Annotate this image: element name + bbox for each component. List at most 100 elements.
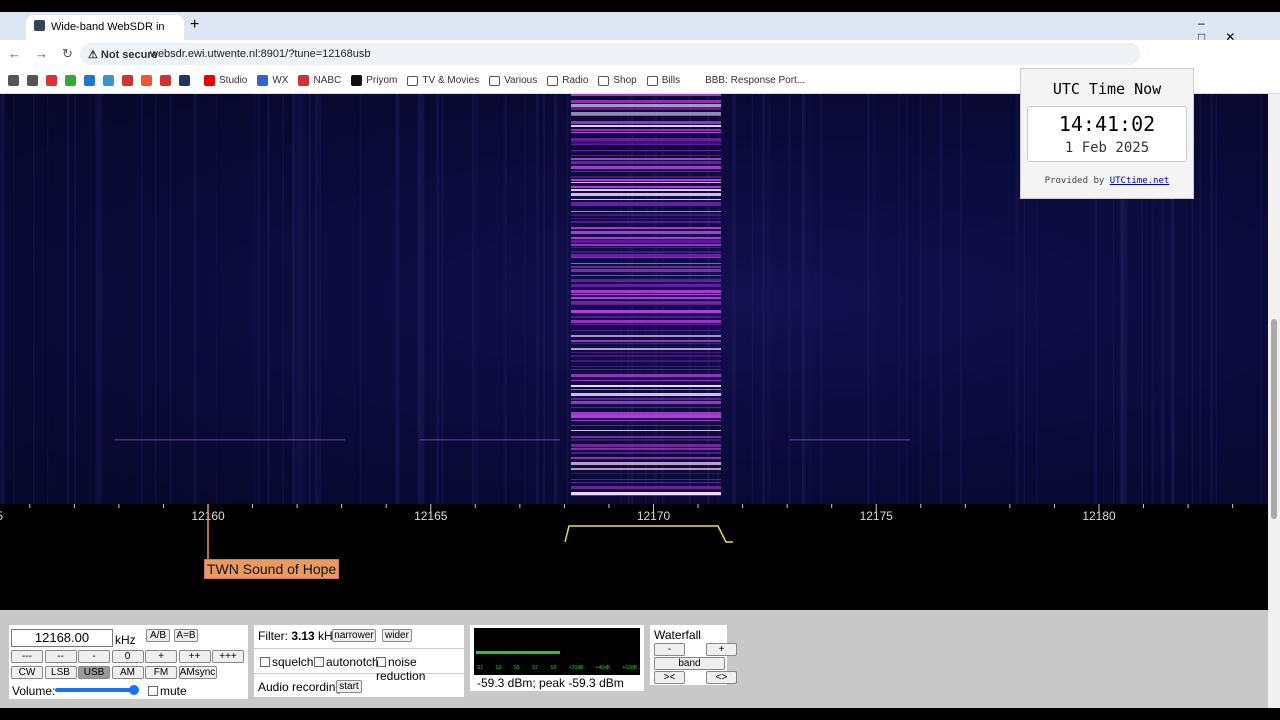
waterfall-canvas: [0, 94, 1262, 504]
bookmark[interactable]: Radio: [547, 75, 588, 86]
bookmark-icons: [8, 75, 198, 86]
bookmark[interactable]: NABC: [298, 75, 341, 86]
bookmark-icon[interactable]: [65, 75, 76, 86]
filter-option[interactable]: autonotch: [314, 655, 379, 669]
zoom-button[interactable]: +: [706, 643, 737, 656]
noise-streak: [1035, 94, 1038, 504]
bookmark[interactable]: Bills: [646, 75, 680, 86]
signal-trace: [571, 132, 721, 133]
mode-button[interactable]: AM: [111, 666, 144, 679]
nav-buttons[interactable]: ←→↻: [8, 46, 87, 61]
mode-button[interactable]: AMsync: [178, 666, 217, 679]
bookmark-label: Radio: [562, 75, 589, 86]
signal-trace: [571, 348, 721, 350]
bookmark-icon: [646, 75, 658, 86]
volume-slider[interactable]: [55, 685, 139, 695]
smeter-scale-label: S9: [550, 665, 557, 671]
step-button[interactable]: ---: [11, 650, 43, 663]
bookmark[interactable]: Shop: [598, 75, 637, 86]
signal-trace: [571, 316, 721, 318]
bookmark-icon[interactable]: [179, 75, 190, 86]
bookmark[interactable]: WX: [257, 75, 288, 86]
mode-button[interactable]: FM: [145, 666, 177, 679]
bookmark[interactable]: BBB: Response Port...: [690, 75, 805, 86]
smeter-scale-label: S5: [513, 665, 520, 671]
bookmark-icon[interactable]: [141, 75, 152, 86]
signal-trace: [571, 495, 721, 496]
bookmark-icon[interactable]: [103, 75, 114, 86]
step-button[interactable]: +++: [212, 650, 244, 663]
start-button[interactable]: start: [336, 680, 362, 693]
omnibox[interactable]: [80, 43, 1140, 65]
frequency-scale[interactable]: 51216012165121701217512180 TWN Sound of …: [0, 504, 1278, 610]
noise-streak: [257, 94, 261, 504]
zoom-button[interactable]: <>: [706, 671, 737, 684]
step-button[interactable]: 0: [111, 650, 144, 663]
ab-button[interactable]: A=B: [174, 629, 198, 642]
bookmark-icon[interactable]: [8, 75, 19, 86]
bookmark-icon[interactable]: [84, 75, 95, 86]
signal-trace: [571, 176, 721, 178]
signal-trace: [571, 94, 721, 96]
zoom-button[interactable]: -: [654, 643, 685, 656]
filter-button[interactable]: narrower: [332, 629, 376, 642]
bookmark-icon[interactable]: [160, 75, 171, 86]
credit-text: Provided by: [1044, 176, 1105, 186]
signal-trace: [571, 193, 721, 196]
bookmark-icon[interactable]: [46, 75, 57, 86]
step-button[interactable]: +: [145, 650, 177, 663]
bookmark-icon: [204, 75, 215, 86]
mode-button[interactable]: CW: [11, 666, 43, 679]
signal-trace: [571, 407, 721, 408]
bookmark-icon[interactable]: [122, 75, 133, 86]
bookmark[interactable]: Studio: [204, 75, 247, 86]
signal-trace: [571, 369, 721, 370]
filter-option[interactable]: squelch: [260, 655, 313, 669]
credit-link[interactable]: UTCtime.net: [1109, 176, 1170, 186]
signal-trace: [571, 430, 721, 431]
signal-trace: [571, 150, 721, 151]
scrollbar[interactable]: [1268, 94, 1280, 708]
bookmark-icon: [489, 75, 501, 86]
security-chip[interactable]: ⚠ Not secure: [88, 49, 158, 61]
tuning-box: 12168.00 kHz Volume: mute A/B A=B --- -- -0 +…: [9, 625, 248, 699]
step-button[interactable]: ++: [178, 650, 211, 663]
tab[interactable]: Wide-band WebSDR in Ens✕: [26, 15, 184, 58]
filter-button[interactable]: wider: [382, 629, 412, 642]
bookmark-label: Studio: [219, 75, 248, 86]
mode-button[interactable]: LSB: [44, 666, 77, 679]
signal-trace: [571, 205, 721, 206]
bookmark-icon[interactable]: [27, 75, 38, 86]
station-label[interactable]: TWN Sound of Hope: [204, 559, 340, 579]
signal-trace: [571, 436, 721, 438]
noise-streak: [137, 94, 139, 504]
url[interactable]: websdr.ewi.utwente.nl:8901/?tune=12168us…: [150, 48, 371, 60]
zoom-button[interactable]: ><: [654, 671, 685, 684]
signal-trace: [571, 218, 721, 219]
noise-streak: [291, 94, 296, 504]
smeter-scale-label: +40dB: [595, 665, 611, 671]
signal-trace: [571, 439, 721, 441]
signal-trace: [571, 231, 721, 234]
noise-streak: [474, 94, 478, 504]
zoom-button[interactable]: band: [654, 657, 725, 670]
signal-trace: [571, 420, 721, 421]
utc-widget: UTC Time Now 14:41:02 1 Feb 2025 Provide…: [1020, 68, 1194, 199]
signal-trace: [571, 182, 721, 183]
bookmark[interactable]: Various: [489, 75, 537, 86]
bookmark[interactable]: Priyom: [351, 75, 397, 86]
bookmark[interactable]: TV & Movies: [407, 75, 479, 86]
signal-trace: [571, 186, 721, 188]
security-text: Not secure: [100, 49, 158, 61]
step-button[interactable]: -: [78, 650, 110, 663]
frequency-input[interactable]: 12168.00: [11, 629, 113, 647]
step-button[interactable]: --: [44, 650, 77, 663]
new-tab[interactable]: +: [190, 16, 200, 33]
utc-credit: Provided by UTCtime.net: [1021, 176, 1193, 186]
mute-option[interactable]: mute: [148, 684, 187, 698]
noise-streak: [2, 94, 5, 504]
ab-button[interactable]: A/B: [146, 629, 170, 642]
frequency-unit: kHz: [115, 633, 136, 647]
filter-option[interactable]: noise reduction: [376, 655, 464, 683]
mode-button[interactable]: USB: [78, 666, 110, 679]
